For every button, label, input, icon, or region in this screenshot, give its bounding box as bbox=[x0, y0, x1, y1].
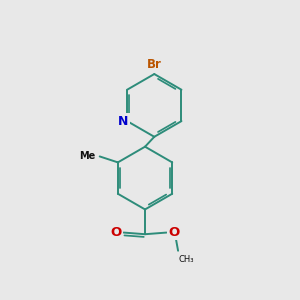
Text: Br: Br bbox=[147, 58, 162, 71]
Text: CH₃: CH₃ bbox=[179, 255, 194, 264]
Text: N: N bbox=[118, 115, 128, 128]
Text: Me: Me bbox=[80, 152, 96, 161]
Text: O: O bbox=[111, 226, 122, 239]
Text: O: O bbox=[168, 226, 179, 239]
